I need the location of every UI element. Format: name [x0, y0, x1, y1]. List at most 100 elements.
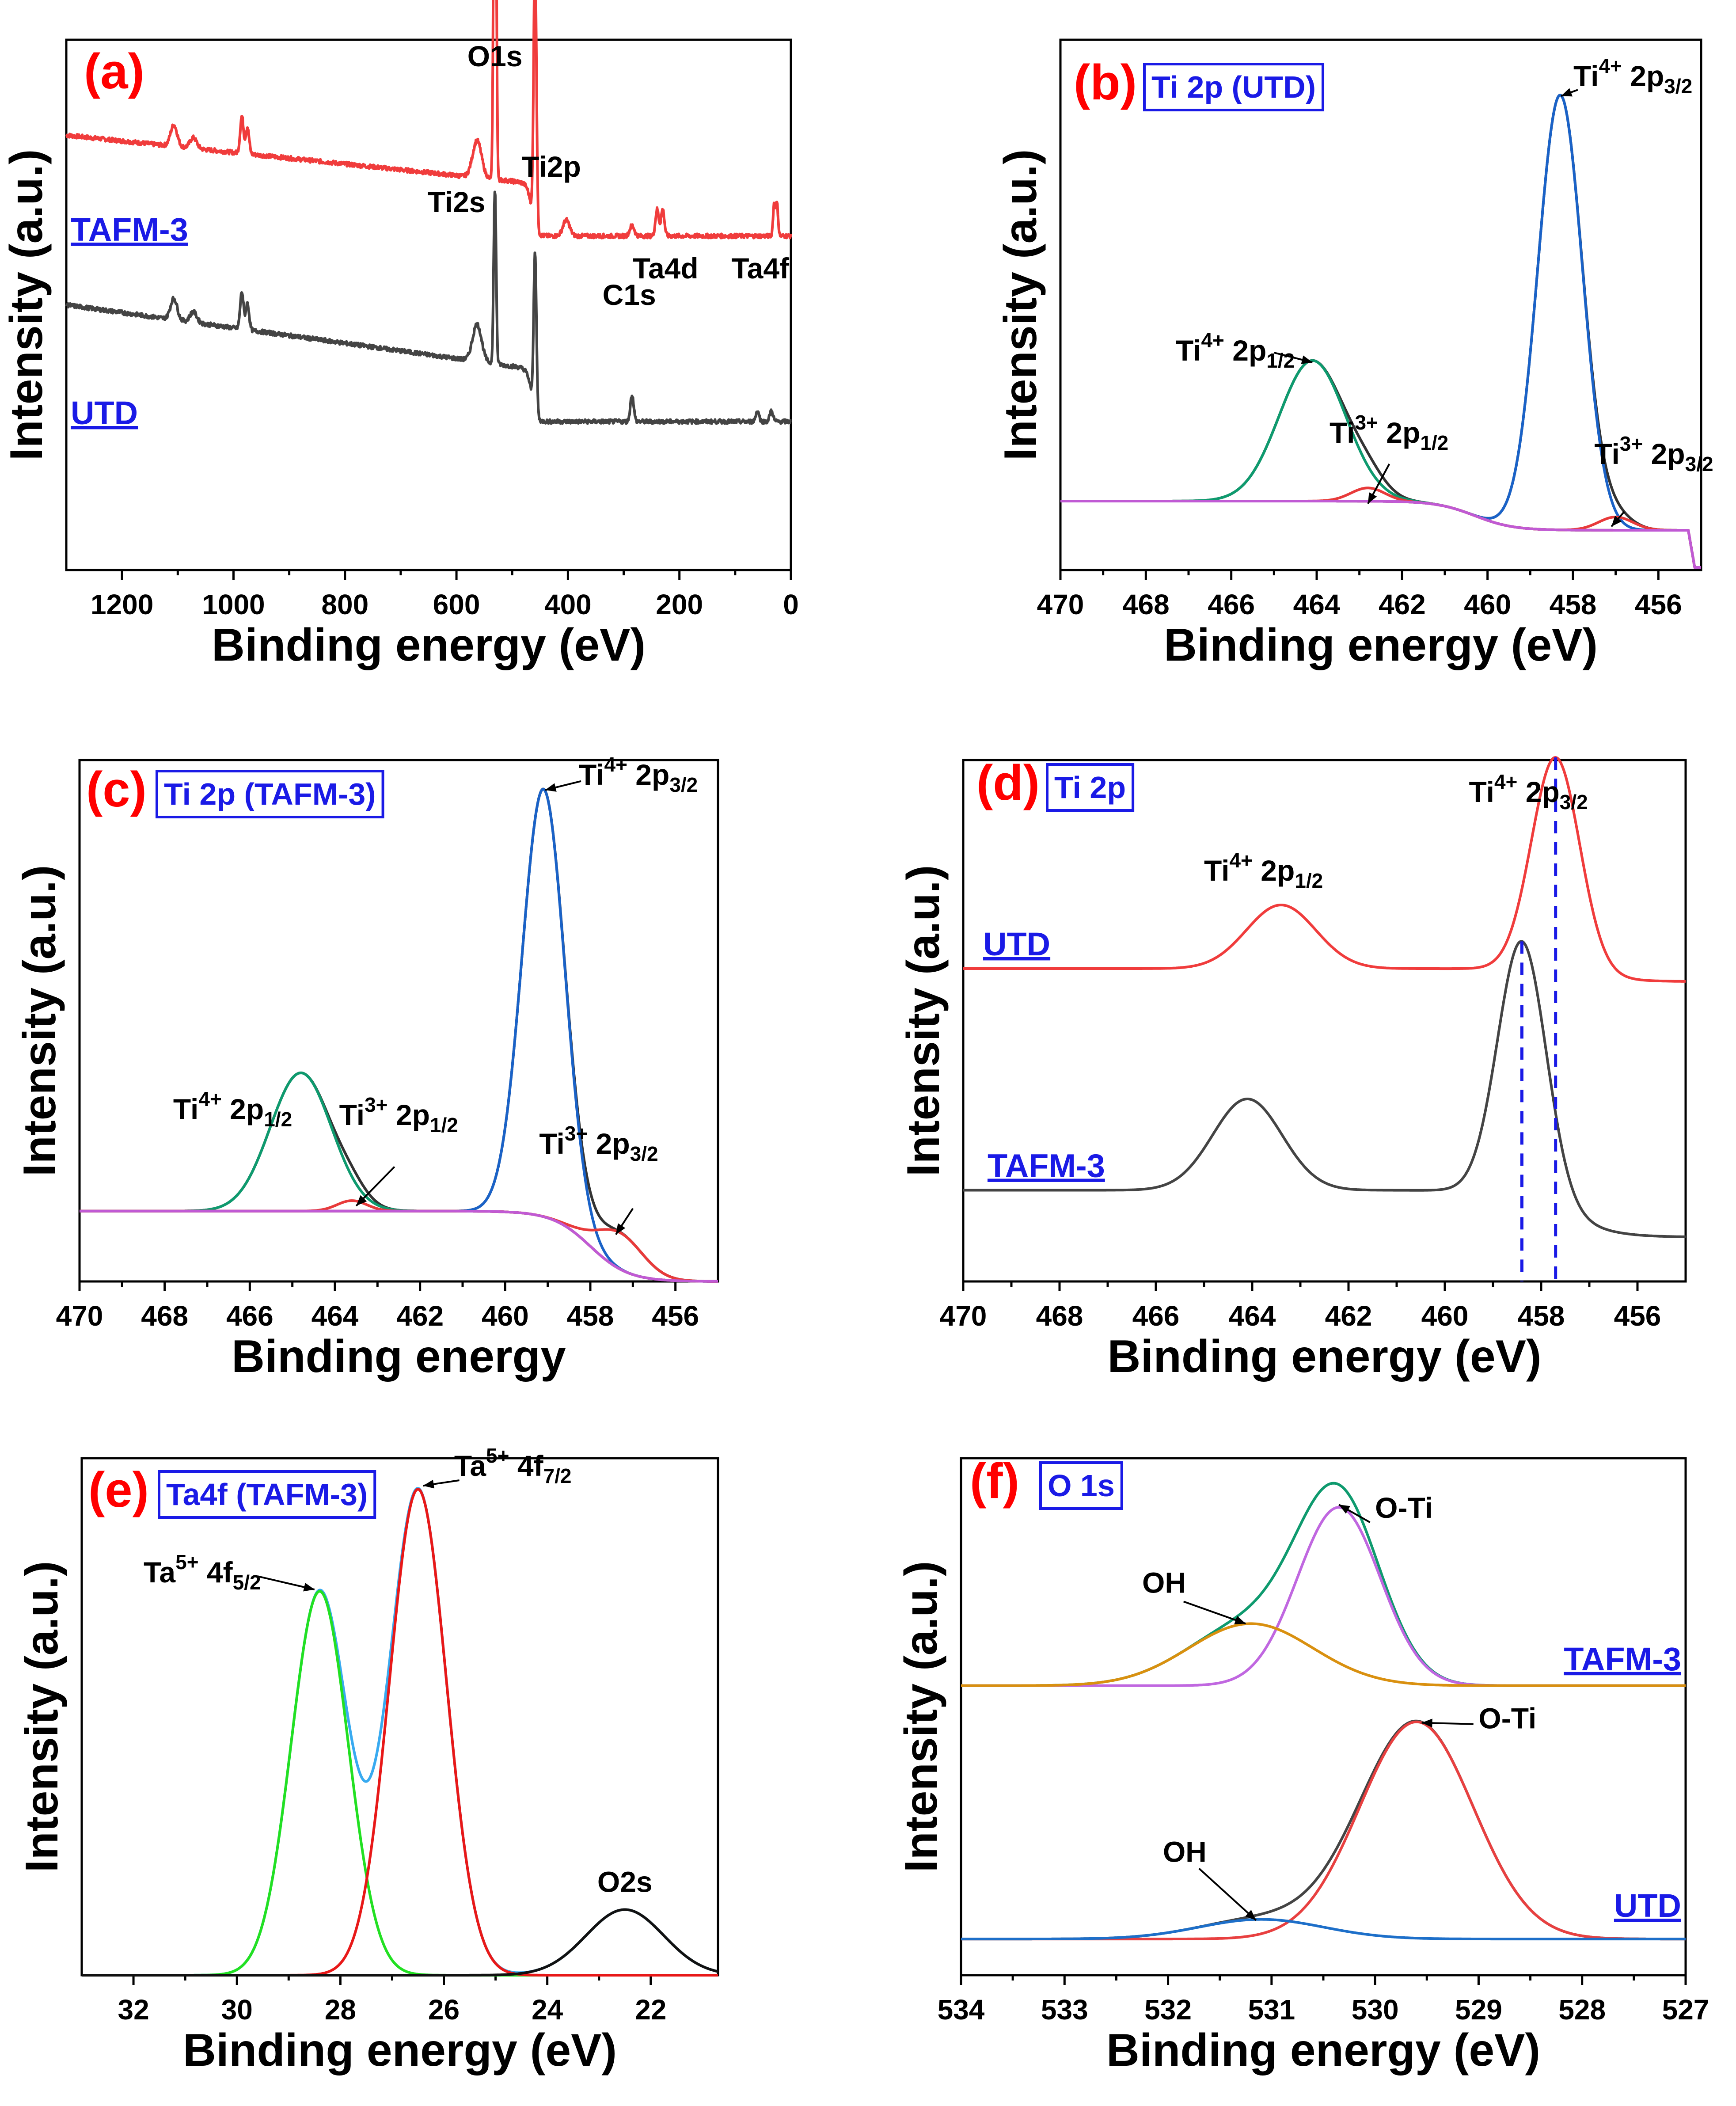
panel-f-arrow-oh-tafm: [1183, 1600, 1246, 1625]
panel-d-x-tick-label: 458: [1518, 1300, 1565, 1332]
panel-c-x-tick-label: 460: [482, 1300, 529, 1332]
panel-c-y-axis-label: Intensity (a.u.): [14, 865, 65, 1177]
panel-f-x-tick-label: 534: [938, 1994, 985, 2026]
panel-e-panel-letter: (e): [88, 1462, 149, 1517]
panel-d-x-tick-label: 470: [940, 1300, 987, 1332]
panel-a-x-tick-label: 400: [544, 589, 592, 620]
panel-d-title-tag: Ti 2p: [1046, 763, 1135, 812]
panel-b-x-tick-label: 464: [1293, 589, 1341, 620]
panel-d-peak-label-2p12: Ti4+ 2p1/2: [1204, 849, 1323, 892]
panel-f-x-tick-label: 529: [1455, 1994, 1502, 2026]
panel-b-series-ti4-2p3-2: [1060, 94, 1702, 569]
panel-f-arrow-o-ti-utd-head: [1421, 1718, 1432, 1728]
panel-d-x-tick-label: 464: [1229, 1300, 1276, 1332]
panel-a-sample-label-tafm-3: TAFM-3: [71, 211, 188, 248]
panel-c-peak-label-2: Ti3+ 2p1/2: [339, 1093, 458, 1137]
panel-f-x-tick-label: 531: [1248, 1994, 1295, 2026]
panel-c-panel-letter: (c): [86, 762, 147, 817]
panel-c-tag-text: Ti 2p (TAFM-3): [164, 777, 376, 811]
panel-e-x-tick-label: 32: [118, 1994, 149, 2026]
panel-b-peak-label-2: Ti3+ 2p1/2: [1330, 411, 1448, 454]
panel-d-series-utd: [963, 756, 1686, 983]
panel-e-x-axis-label: Binding energy (eV): [183, 2025, 617, 2076]
panel-a-peak-label-ta4d: Ta4d: [633, 252, 699, 285]
panel-e-title-tag: Ta4f (TAFM-3): [158, 1470, 376, 1519]
panel-d-peak-label-2p32: Ti4+ 2p3/2: [1469, 770, 1588, 814]
panel-b-x-tick-label: 462: [1379, 589, 1426, 620]
panel-d-x-tick-label: 468: [1036, 1300, 1083, 1332]
panel-f-series-utd-oh: [961, 1918, 1686, 1941]
panel-a-sample-label-utd: UTD: [71, 395, 138, 431]
panel-e-x-tick-label: 24: [532, 1994, 563, 2026]
panel-c-plot-frame: [78, 759, 719, 1283]
panel-f-x-axis-label: Binding energy (eV): [1106, 2025, 1540, 2076]
panel-e-x-tick-label: 28: [325, 1994, 356, 2026]
panel-e-x-tick-label: 22: [635, 1994, 666, 2026]
panel-d-series-tafm-3: [963, 940, 1686, 1238]
panel-b-peak-label-1: Ti4+ 2p1/2: [1176, 329, 1295, 372]
panel-b-peak-label-3: Ti3+ 2p3/2: [1594, 432, 1713, 475]
panel-a-x-tick-label: 200: [656, 589, 703, 620]
panel-c-title-tag: Ti 2p (TAFM-3): [156, 770, 384, 818]
panel-a-peak-label-c1s: C1s: [603, 278, 656, 311]
panel-a-x-tick-label: 800: [321, 589, 368, 620]
panel-b-panel-letter: (b): [1074, 55, 1137, 110]
panel-b-peak-label-0: Ti4+ 2p3/2: [1573, 54, 1692, 98]
panel-c-peak-label-0: Ti4+ 2p3/2: [579, 753, 698, 796]
panel-b-series-envelope: [1060, 94, 1702, 569]
panel-e-peak-label-4f72: Ta5+ 4f7/2: [454, 1444, 572, 1487]
panel-a-x-axis-label: Binding energy (eV): [212, 620, 646, 671]
panel-c-series-background: [79, 1209, 718, 1283]
panel-f-title-tag: O 1s: [1039, 1461, 1123, 1510]
panel-f-arrow-oh-utd: [1198, 1868, 1257, 1921]
panel-a-x-tick-label: 1000: [202, 589, 265, 620]
panel-b-arrow-3-head: [1611, 515, 1622, 527]
panel-d-y-axis-label: Intensity (a.u.): [898, 865, 949, 1177]
panel-f-series-utd-o-ti: [961, 1720, 1686, 1941]
panel-c-series-envelope: [79, 787, 718, 1283]
panel-b-arrow-1-head: [1301, 355, 1313, 364]
panel-c-x-tick-label: 462: [396, 1300, 444, 1332]
panel-d-x-tick-label: 466: [1132, 1300, 1180, 1332]
panel-a-series-utd: [65, 190, 792, 425]
panel-a-x-tick-label: 0: [783, 589, 799, 620]
panel-f: 534 533 532 531 530 529 528 527 Binding energy (…: [896, 1453, 1709, 2076]
panel-a-x-tick-label: 600: [433, 589, 480, 620]
panel-e-peak-label-o2s: O2s: [597, 1866, 653, 1898]
panel-b-series-ti3-2p3-2: [1060, 500, 1702, 569]
panel-c: 470 468 466 464 462 460 458 456 Binding energy In…: [14, 753, 719, 1382]
panel-a-panel-letter: (a): [84, 44, 144, 99]
panel-e-arrow-4f52-head: [303, 1582, 315, 1592]
panel-b-x-tick-label: 466: [1208, 589, 1255, 620]
panel-f-x-tick-label: 532: [1144, 1994, 1192, 2026]
panel-c-peak-label-1: Ti4+ 2p1/2: [173, 1087, 292, 1131]
panel-c-arrow-2-head: [356, 1195, 367, 1206]
panel-b-x-tick-label: 458: [1550, 589, 1597, 620]
panel-f-arrow-oh-utd-head: [1245, 1910, 1256, 1920]
panel-d-x-axis-label: Binding energy (eV): [1107, 1331, 1541, 1382]
panel-e-tag-text: Ta4f (TAFM-3): [166, 1477, 368, 1512]
panel-b-title-tag: Ti 2p (UTD): [1143, 63, 1325, 111]
panel-a-peak-label-ti2p: Ti2p: [521, 150, 581, 183]
panel-a-y-axis-label: Intensity (a.u.): [1, 149, 52, 461]
panel-d: 470 468 466 464 462 460 458 456 Binding energy (…: [898, 755, 1687, 1382]
panel-f-peak-label-oh-utd: OH: [1163, 1836, 1207, 1868]
panel-a-series-tafm-3: [65, 0, 792, 239]
panel-b-y-axis-label: Intensity (a.u.): [995, 149, 1046, 461]
panel-e-y-axis-label: Intensity (a.u.): [16, 1561, 68, 1873]
panel-c-series-ti4-2p3-2: [79, 787, 718, 1283]
panel-b-tag-text: Ti 2p (UTD): [1151, 70, 1316, 104]
panel-a-plot-frame: [65, 38, 792, 571]
panel-c-x-tick-label: 458: [567, 1300, 614, 1332]
panel-d-tag-text: Ti 2p: [1054, 770, 1126, 805]
panel-b-series-background: [1060, 500, 1702, 569]
panel-b-x-axis-label: Binding energy (eV): [1164, 620, 1598, 671]
panel-a-peak-label-o1s: O1s: [467, 40, 523, 72]
panel-e-series-ta5-4f5-2: [81, 1590, 718, 1977]
panel-d-sample-label-utd: UTD: [983, 926, 1050, 962]
panel-b: 470 468 466 464 462 460 458 456 Binding energy (…: [995, 38, 1713, 671]
panel-c-arrow-3-head: [615, 1223, 626, 1235]
panel-f-arrow-o-ti-tafm-head: [1339, 1505, 1350, 1514]
panel-b-x-tick-label: 456: [1635, 589, 1682, 620]
